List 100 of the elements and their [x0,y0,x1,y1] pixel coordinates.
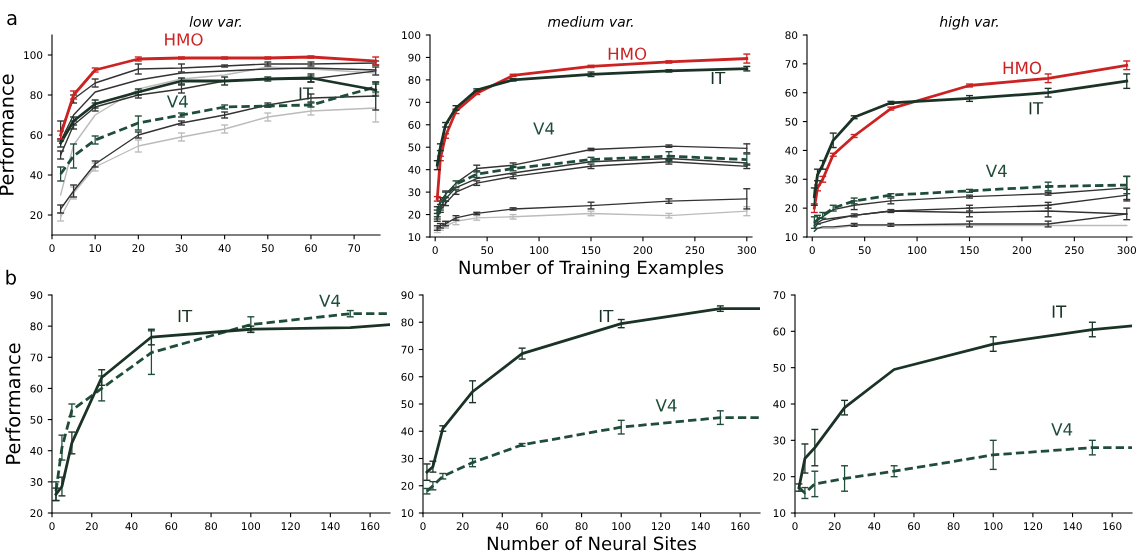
x-tick-label: 20 [85,522,98,531]
x-tick-label: 80 [205,522,217,531]
y-tick-label: 70 [30,353,43,362]
x-tick-label: 140 [321,522,340,531]
y-tick-label: 30 [773,436,786,445]
x-tick-label: 80 [947,522,960,531]
x-tick-label: 0 [792,522,798,531]
x-tick-label: 50 [858,246,871,255]
x-tick-label: 50 [481,246,494,255]
y-axis-title: Performance [5,343,21,464]
y-tick-label: 90 [401,291,414,300]
x-tick-label: 140 [1063,522,1082,531]
y-tick-label: 50 [773,363,786,372]
y-tick-label: 50 [30,415,43,424]
y-tick-label: 30 [785,175,798,184]
x-tick-label: 140 [691,522,710,531]
y-tick-label: 70 [785,60,798,68]
y-tick-label: 10 [773,509,786,518]
series-label: HMO [1003,61,1042,75]
y-tick-label: 20 [30,509,43,518]
x-tick-label: 40 [496,522,509,531]
x-tick-label: 250 [1065,246,1084,255]
y-tick-label: 50 [785,117,798,126]
x-tick-label: 60 [305,244,317,253]
series-label: HMO [608,47,647,61]
x-tick-label: 20 [456,522,469,531]
y-tick-label: 80 [785,31,798,40]
x-tick-label: 160 [731,522,750,531]
x-tick-label: 160 [1103,522,1122,531]
x-tick-label: 300 [1117,246,1137,255]
y-tick-label: 40 [30,446,43,455]
y-tick-label: 10 [401,509,414,518]
x-tick-label: 200 [633,246,653,255]
y-tick-label: 60 [408,121,421,129]
series-label: IT [1052,305,1067,318]
y-tick-label: 20 [773,472,786,481]
series-label: IT [299,87,314,100]
series-label: IT [599,309,614,323]
y-tick-label: 10 [785,233,798,242]
y-tick-label: 50 [401,400,414,409]
x-tick-label: 60 [536,522,548,531]
series-label: V4 [655,399,677,412]
text: b [6,269,16,285]
y-tick-label: 30 [30,478,43,486]
series-label: HMO [165,33,203,46]
x-tick-label: 60 [165,522,178,531]
y-tick-label: 40 [773,400,786,409]
y-tick-label: 70 [401,345,414,354]
x-tick-label: 120 [652,522,671,531]
y-tick-label: 60 [785,88,798,97]
series-label: IT [1029,102,1044,115]
series-label: IT [711,71,726,85]
y-tick-label: 80 [30,91,43,100]
y-tick-label: 20 [408,210,421,219]
y-tick-label: 40 [401,427,414,436]
y-tick-label: 80 [408,76,421,84]
series-label: IT [178,309,193,323]
y-tick-label: 20 [30,211,43,220]
x-tick-label: 60 [908,522,920,531]
y-tick-label: 70 [773,291,786,300]
y-tick-label: 40 [408,165,421,174]
x-tick-label: 150 [582,246,601,255]
x-tick-label: 40 [125,522,138,531]
y-tick-label: 80 [30,322,43,331]
x-tick-label: 100 [984,522,1003,531]
x-tick-label: 40 [868,522,881,531]
y-tick-label: 20 [401,481,414,490]
y-tick-label: 40 [785,146,798,155]
x-tick-label: 0 [49,244,55,253]
y-tick-label: 60 [401,372,414,381]
x-tick-label: 0 [49,522,55,531]
x-tick-label: 0 [809,246,815,255]
series-label: V4 [533,122,555,135]
x-tick-label: 50 [261,244,274,253]
y-tick-label: 100 [24,51,43,60]
y-tick-label: 60 [773,327,786,336]
chart-title: low var. [189,16,242,27]
series-label: V4 [166,95,188,108]
y-tick-label: 90 [30,291,43,300]
x-tick-label: 0 [420,522,426,531]
x-tick-label: 100 [612,522,631,531]
series-label: V4 [1051,423,1073,436]
y-tick-label: 90 [408,53,421,62]
y-tick-label: 100 [402,31,421,40]
x-tick-label: 300 [737,246,757,255]
x-tick-label: 30 [175,244,188,253]
y-tick-label: 70 [408,98,421,107]
x-axis-title: Number of Training Examples [459,260,724,278]
series-label: V4 [319,294,341,307]
y-tick-label: 40 [30,171,43,180]
x-tick-label: 40 [218,244,231,253]
y-tick-label: 30 [401,454,414,463]
x-tick-label: 160 [361,522,380,531]
x-tick-label: 120 [1024,522,1043,531]
x-tick-label: 20 [828,522,841,531]
x-tick-label: 250 [685,246,705,255]
y-tick-label: 30 [408,188,421,197]
x-tick-label: 100 [242,522,261,531]
x-tick-label: 100 [908,246,927,255]
x-tick-label: 200 [1012,246,1032,255]
